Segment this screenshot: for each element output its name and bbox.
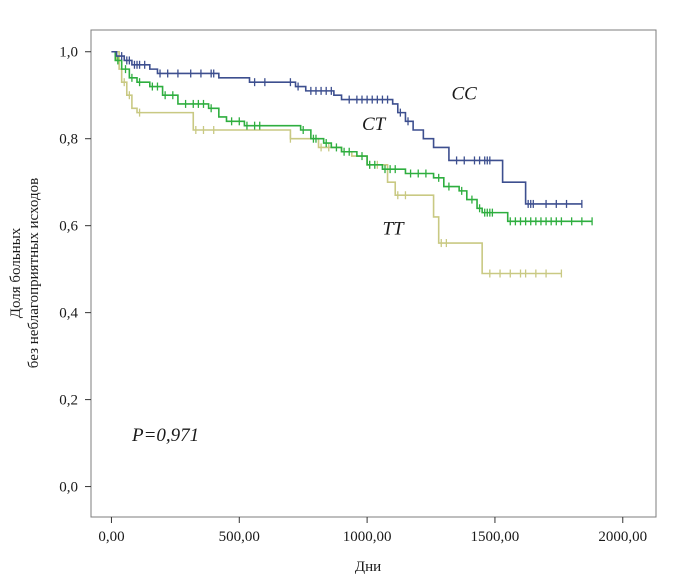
p-value-annotation: P=0,971 (131, 425, 199, 446)
survival-curve-tt (111, 50, 562, 275)
x-axis-label: Дни (355, 559, 381, 575)
y-axis-label-line2: без неблагоприятных исходов (26, 178, 42, 368)
series-layer (111, 50, 593, 278)
y-axis-label-line1: Доля больных (8, 227, 24, 318)
survival-curve-cc (111, 50, 582, 205)
survival-curve-ct (111, 50, 593, 223)
curve-label-cc: CC (451, 84, 477, 105)
curve-labels: CC CT TT (362, 84, 477, 240)
x-tick-label: 2000,00 (598, 529, 647, 545)
x-tick-label: 0,00 (98, 529, 124, 545)
x-axis: 0,00 500,00 1000,00 1500,00 2000,00 (98, 517, 647, 545)
y-tick-label: 0,0 (59, 480, 78, 496)
y-tick-label: 0,2 (59, 393, 78, 409)
y-tick-label: 0,6 (59, 219, 78, 235)
x-tick-label: 1000,00 (343, 529, 392, 545)
y-axis: 0,0 0,2 0,4 0,6 0,8 1,0 (59, 45, 91, 496)
y-tick-label: 0,4 (59, 306, 78, 322)
y-tick-label: 0,8 (59, 132, 78, 148)
x-tick-label: 500,00 (219, 529, 260, 545)
series-cc (111, 50, 583, 208)
series-tt (111, 50, 563, 278)
curve-label-tt: TT (382, 218, 405, 239)
curve-label-ct: CT (362, 114, 387, 135)
y-tick-label: 1,0 (59, 45, 78, 61)
x-tick-label: 1500,00 (471, 529, 520, 545)
series-ct (111, 50, 593, 226)
